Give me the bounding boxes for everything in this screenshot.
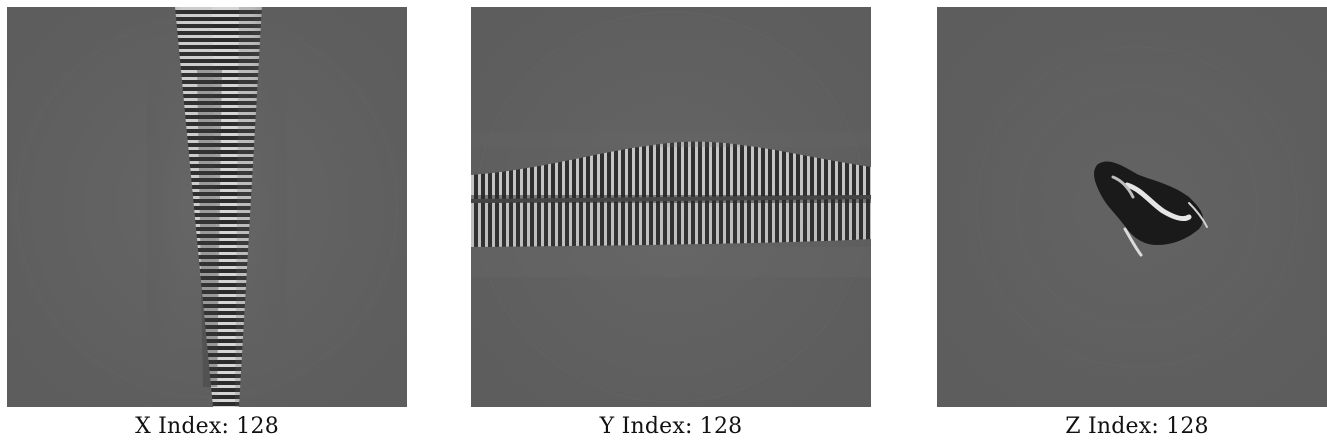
slice-caption-z: Z Index: 128	[1065, 414, 1209, 439]
slice-caption-y: Y Index: 128	[599, 414, 743, 439]
slice-caption-x: X Index: 128	[135, 414, 279, 439]
slice-image-z	[937, 7, 1327, 407]
slice-image-y	[471, 7, 871, 407]
slice-image-x	[7, 7, 407, 407]
